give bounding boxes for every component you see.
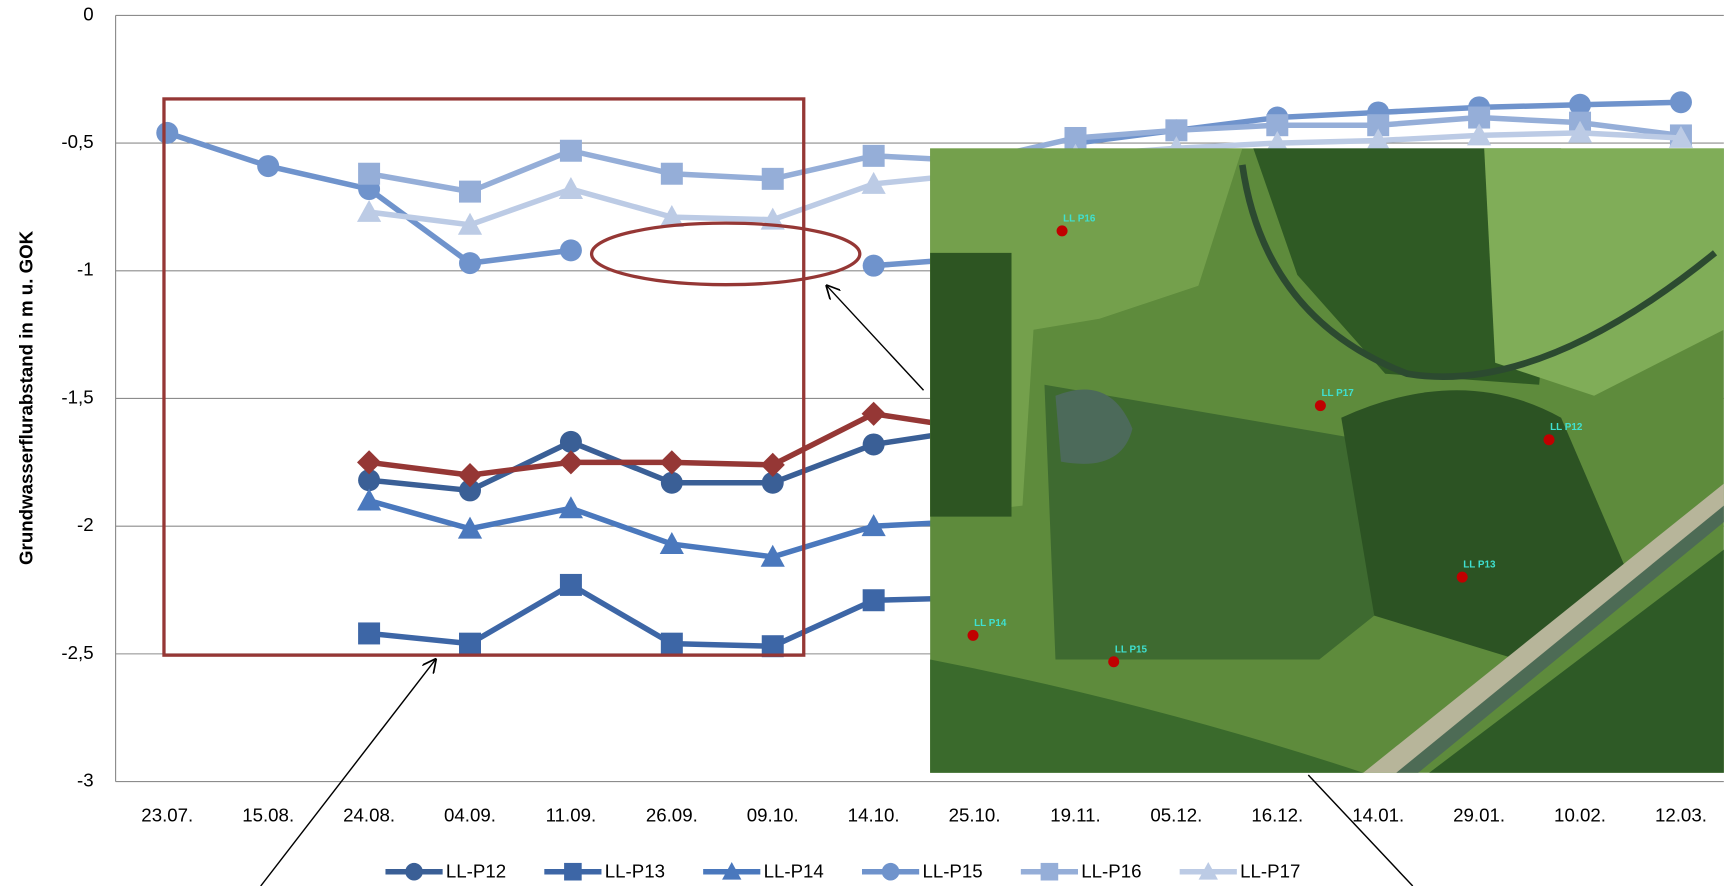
y-tick-label: -1	[77, 259, 94, 280]
point	[560, 239, 582, 261]
x-tick-label: 15.08.	[242, 805, 294, 826]
aerial-photo: LL P16 LL P17 LL P12 LL P13 LL P14 LL P15	[930, 148, 1724, 772]
map-label: LL P13	[1463, 560, 1496, 571]
map-label: LL P17	[1321, 388, 1354, 399]
point	[762, 168, 784, 190]
point	[1670, 91, 1692, 113]
arrow	[261, 660, 436, 886]
y-tick-label: -0,5	[61, 131, 93, 152]
point	[660, 450, 684, 474]
x-tick-label: 14.01.	[1352, 805, 1404, 826]
point	[560, 431, 582, 453]
x-tick-label: 23.07.	[141, 805, 193, 826]
legend-label: LL-P13	[605, 861, 665, 882]
x-tick-label: 12.03.	[1655, 805, 1707, 826]
point	[560, 574, 582, 596]
point	[459, 181, 481, 203]
point	[358, 622, 380, 644]
point	[862, 402, 886, 426]
point	[564, 863, 582, 881]
point	[661, 472, 683, 494]
point	[1041, 863, 1059, 881]
highlight-ellipse	[592, 223, 860, 285]
map-point	[1457, 572, 1468, 583]
x-tick-label: 24.08.	[343, 805, 395, 826]
point	[863, 145, 885, 167]
arrow	[827, 286, 924, 390]
point	[882, 863, 900, 881]
legend: LL-P12 LL-P13 LL-P14 LL-P15 LL-P16 LL-P17	[385, 861, 1300, 882]
x-tick-label: 11.09.	[546, 805, 597, 826]
map-label: LL P16	[1063, 213, 1096, 224]
legend-label: LL-P15	[922, 861, 982, 882]
point	[358, 163, 380, 185]
x-tick-label: 26.09.	[646, 805, 698, 826]
point	[560, 140, 582, 162]
y-axis-title: Grundwasserflurabstand in m u. GOK	[16, 230, 37, 565]
map-point	[1057, 225, 1068, 236]
y-tick-label: -2,5	[61, 642, 93, 663]
x-tick-label: 25.10.	[949, 805, 1001, 826]
legend-label: LL-P17	[1240, 861, 1300, 882]
point	[863, 433, 885, 455]
chart: Grundwasserflurabstand in m u. GOK LL P1…	[0, 0, 1724, 886]
point	[863, 589, 885, 611]
point	[405, 863, 423, 881]
point	[863, 255, 885, 277]
point	[559, 450, 583, 474]
x-tick-label: 10.02.	[1554, 805, 1606, 826]
x-tick-label: 16.12.	[1251, 805, 1303, 826]
point	[357, 489, 381, 511]
legend-label: LL-P14	[764, 861, 824, 882]
y-tick-label: -2	[77, 514, 94, 535]
point	[459, 252, 481, 274]
x-tick-label: 14.10.	[848, 805, 900, 826]
legend-label: LL-P12	[446, 861, 506, 882]
map-label: LL P14	[974, 618, 1007, 629]
point	[156, 122, 178, 144]
point	[761, 453, 785, 477]
map-point	[1108, 656, 1119, 667]
y-tick-label: -3	[77, 770, 94, 791]
x-tick-label: 04.09.	[444, 805, 496, 826]
x-tick-label: 05.12.	[1150, 805, 1202, 826]
x-tick-label: 29.01.	[1453, 805, 1505, 826]
legend-label: LL-P16	[1081, 861, 1141, 882]
point	[661, 633, 683, 655]
x-tick-label: 19.11.	[1050, 805, 1101, 826]
map-label: LL P15	[1115, 644, 1148, 655]
point	[559, 177, 583, 199]
point	[357, 450, 381, 474]
map-point	[968, 630, 979, 641]
y-tick-label: -1,5	[61, 386, 93, 407]
highlight-box	[164, 99, 804, 655]
map-point	[1544, 434, 1555, 445]
point	[661, 163, 683, 185]
point	[559, 496, 583, 518]
x-tick-label: 09.10.	[747, 805, 799, 826]
arrow	[1308, 775, 1412, 886]
point	[459, 633, 481, 655]
point	[257, 155, 279, 177]
map-point	[1315, 400, 1326, 411]
map-label: LL P12	[1550, 422, 1583, 433]
y-tick-label: 0	[83, 3, 93, 24]
